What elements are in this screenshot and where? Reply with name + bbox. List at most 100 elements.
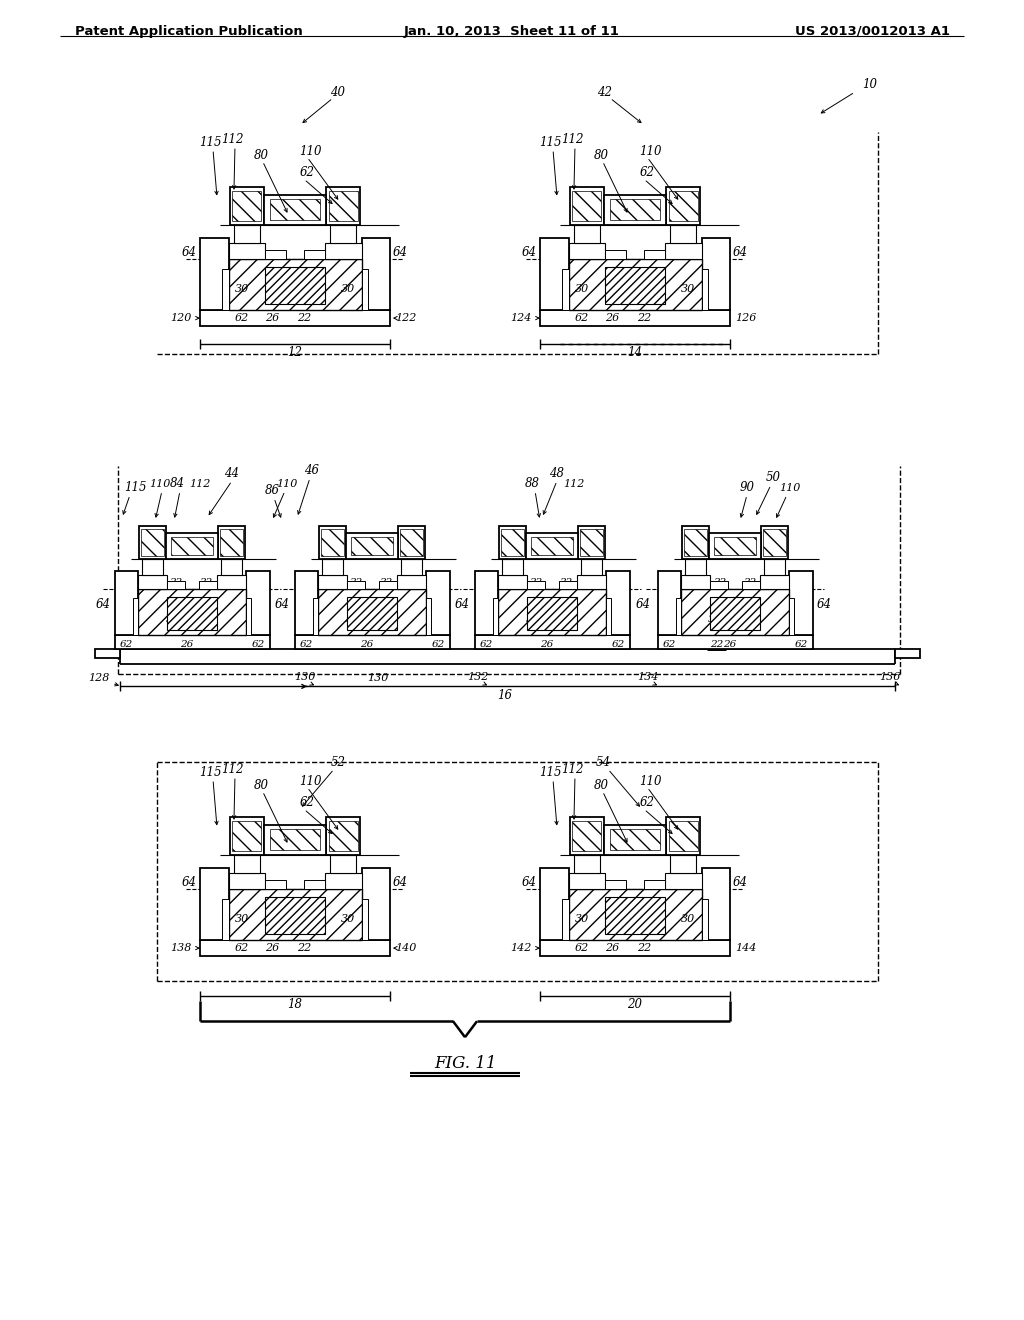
Bar — [710, 532, 761, 560]
Text: 64: 64 — [522, 876, 537, 890]
Text: 62: 62 — [611, 640, 625, 648]
Bar — [219, 529, 244, 556]
Text: 34: 34 — [240, 859, 254, 869]
Bar — [327, 187, 360, 224]
Bar — [229, 817, 263, 855]
Bar — [380, 582, 397, 590]
Text: 30: 30 — [345, 615, 358, 623]
Text: 64: 64 — [455, 598, 469, 611]
Text: 34: 34 — [336, 228, 350, 239]
Bar — [361, 239, 390, 310]
Text: 115: 115 — [199, 766, 221, 779]
Text: 48: 48 — [550, 467, 564, 480]
Text: 90: 90 — [739, 482, 755, 494]
Text: 28: 28 — [288, 276, 302, 288]
Text: 62: 62 — [640, 165, 654, 178]
Bar — [644, 249, 666, 259]
Text: 32: 32 — [170, 578, 183, 586]
Text: 10: 10 — [862, 78, 878, 91]
Text: 132: 132 — [467, 672, 488, 682]
Text: 134: 134 — [637, 672, 658, 682]
Bar — [657, 635, 812, 649]
Bar — [610, 199, 660, 220]
Bar — [474, 635, 630, 649]
Text: 28: 28 — [628, 276, 642, 288]
Bar — [763, 529, 786, 556]
Bar — [501, 529, 524, 556]
Bar — [604, 267, 666, 304]
Bar — [527, 597, 577, 630]
Bar — [761, 525, 788, 560]
Bar — [200, 869, 228, 940]
Text: 26: 26 — [605, 313, 620, 323]
Bar — [568, 873, 604, 888]
Text: 34: 34 — [676, 859, 690, 869]
Text: 112: 112 — [563, 479, 585, 488]
Bar — [742, 582, 760, 590]
Bar — [573, 855, 599, 873]
Text: 80: 80 — [254, 149, 269, 161]
Text: 26: 26 — [265, 942, 280, 953]
Bar — [326, 243, 361, 259]
Bar — [263, 825, 327, 855]
Bar — [222, 899, 228, 940]
Text: 112: 112 — [561, 763, 584, 776]
Bar — [701, 239, 730, 310]
Text: 144: 144 — [735, 942, 757, 953]
Text: 30: 30 — [681, 915, 695, 924]
Text: 18: 18 — [288, 998, 302, 1011]
Bar — [701, 869, 730, 940]
Bar — [764, 560, 785, 576]
Bar — [671, 855, 696, 873]
Bar — [399, 529, 424, 556]
Text: 32: 32 — [350, 578, 364, 586]
Text: 128: 128 — [89, 673, 110, 684]
Bar — [232, 821, 261, 851]
Bar — [531, 536, 572, 556]
Bar — [229, 187, 263, 224]
Text: 80: 80 — [254, 779, 269, 792]
Bar — [426, 572, 450, 635]
Bar — [329, 191, 358, 222]
Text: 62: 62 — [431, 640, 444, 648]
Text: 32: 32 — [240, 875, 254, 886]
Bar — [578, 525, 605, 560]
Bar — [115, 635, 269, 649]
Text: 28: 28 — [185, 606, 199, 614]
Text: 28: 28 — [546, 606, 559, 614]
Text: 32: 32 — [676, 246, 690, 256]
Text: 32: 32 — [201, 578, 214, 586]
Bar — [701, 268, 708, 310]
Bar — [671, 224, 696, 243]
Text: 32: 32 — [530, 578, 544, 586]
Bar — [540, 310, 730, 326]
Text: 86: 86 — [264, 484, 280, 498]
Bar — [669, 821, 698, 851]
Text: 80: 80 — [594, 779, 609, 792]
Bar — [426, 598, 431, 635]
Bar — [559, 582, 577, 590]
Text: 112: 112 — [561, 132, 584, 145]
Bar — [540, 239, 568, 310]
Text: 32: 32 — [714, 578, 727, 586]
Bar — [246, 598, 251, 635]
Bar — [218, 525, 246, 560]
Text: 62: 62 — [574, 942, 589, 953]
Text: 122: 122 — [395, 313, 417, 323]
Bar — [606, 598, 611, 635]
Bar — [715, 536, 756, 556]
Text: 115: 115 — [539, 136, 561, 149]
Text: 62: 62 — [640, 796, 654, 809]
Bar — [329, 821, 358, 851]
Text: 62: 62 — [251, 640, 264, 648]
Text: 88: 88 — [524, 478, 540, 490]
Bar — [644, 880, 666, 888]
Bar — [331, 224, 356, 243]
Bar — [685, 560, 707, 576]
Bar — [361, 869, 390, 940]
Bar — [318, 525, 346, 560]
Text: 22: 22 — [297, 313, 311, 323]
Bar — [269, 199, 321, 220]
Bar — [200, 940, 390, 956]
Text: 34: 34 — [336, 859, 350, 869]
